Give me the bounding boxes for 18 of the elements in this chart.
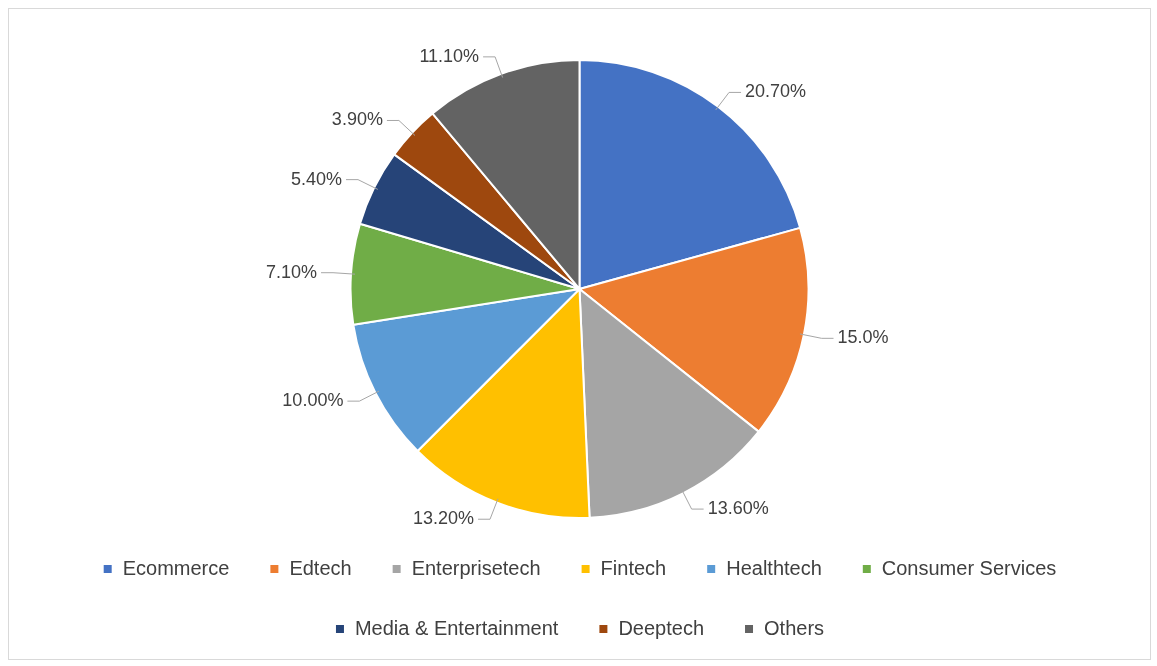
data-label: 11.10%: [419, 45, 480, 66]
legend-label: Healthtech: [726, 556, 822, 579]
legend-label: Edtech: [289, 556, 352, 579]
legend-label: Fintech: [600, 556, 667, 579]
legend-label: Enterprisetech: [411, 556, 541, 579]
legend-label: Consumer Services: [881, 556, 1057, 579]
data-label: 13.60%: [707, 498, 769, 519]
legend-label: Media & Entertainment: [354, 616, 559, 639]
data-label: 7.10%: [265, 261, 318, 282]
data-label: 15.0%: [837, 327, 889, 348]
data-label: 5.40%: [290, 168, 343, 189]
legend-label: Ecommerce: [122, 556, 230, 579]
data-label: 13.20%: [412, 508, 475, 529]
data-label: 10.00%: [282, 390, 344, 411]
legend-label: Deeptech: [618, 616, 705, 639]
data-label: 20.70%: [745, 81, 807, 102]
data-label: 3.90%: [331, 109, 383, 130]
legend-label: Others: [764, 616, 825, 639]
